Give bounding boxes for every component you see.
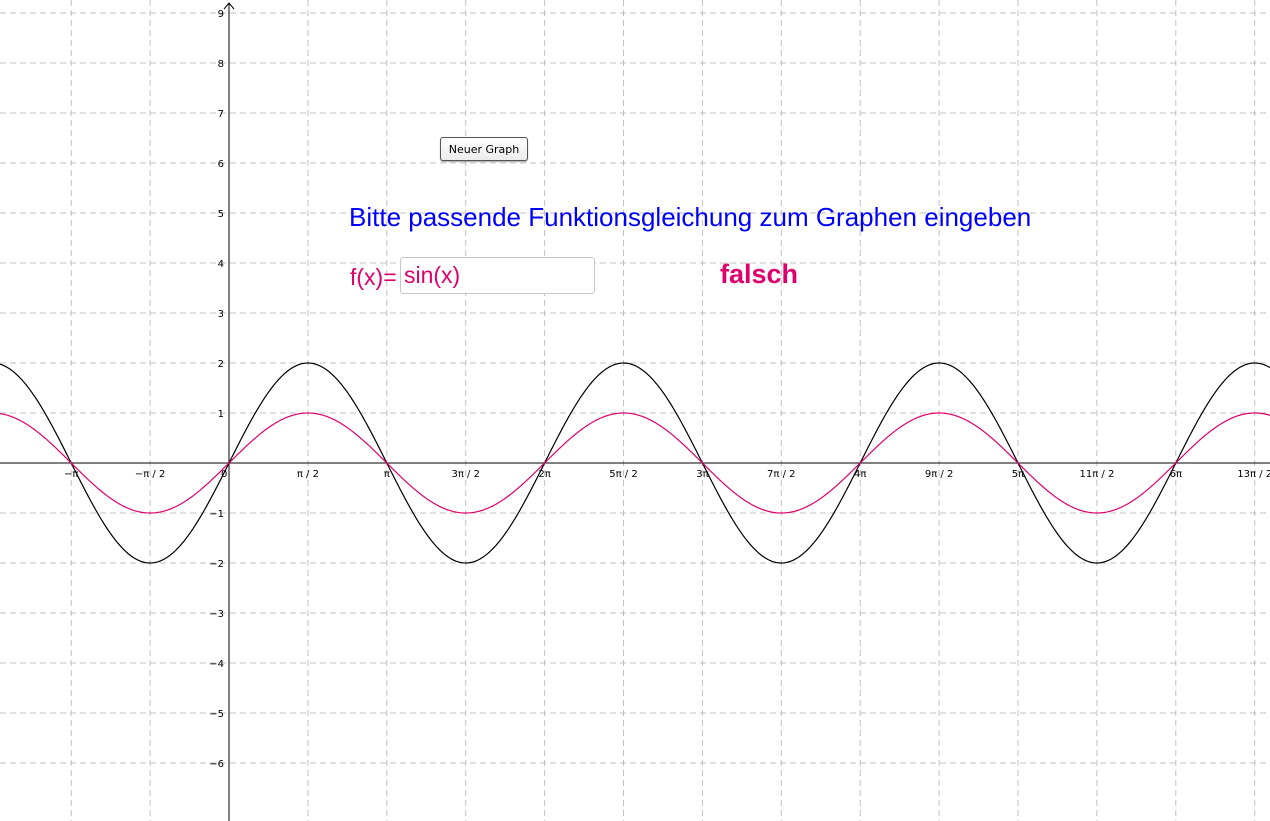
y-tick-label: −6 <box>209 759 224 770</box>
function-prefix-label: f(x)= <box>350 264 397 290</box>
instruction-text: Bitte passende Funktionsgleichung zum Gr… <box>349 202 1032 232</box>
y-tick-label: 4 <box>218 259 224 270</box>
y-tick-label: 2 <box>218 359 224 370</box>
x-tick-label: π <box>384 469 390 480</box>
result-text: falsch <box>720 259 799 289</box>
y-tick-label: 7 <box>218 109 224 120</box>
y-tick-label: 5 <box>218 209 224 220</box>
x-tick-label: 9π / 2 <box>925 469 953 480</box>
function-input[interactable] <box>400 257 595 294</box>
x-tick-label: 5π / 2 <box>609 469 637 480</box>
neuer-graph-button[interactable]: Neuer Graph <box>440 137 528 161</box>
curve-target <box>0 362 1270 564</box>
x-tick-label: 5π <box>1012 469 1024 480</box>
curve-input <box>0 412 1270 514</box>
y-tick-label: 3 <box>218 309 224 320</box>
x-tick-label: 3π / 2 <box>451 469 479 480</box>
tick-labels: −π −π / 2 0 π / 2 π 3π / 2 2π 5π / 2 3π 7π / 2 4π 9… <box>64 9 1270 770</box>
x-tick-label: 13π / 2 <box>1237 469 1270 480</box>
curves <box>0 362 1270 564</box>
y-tick-label: −4 <box>209 659 224 670</box>
y-tick-label: −3 <box>209 609 224 620</box>
x-tick-label: 4π <box>854 469 866 480</box>
x-tick-label: π / 2 <box>297 469 319 480</box>
y-tick-label: −1 <box>209 509 224 520</box>
y-tick-label: 6 <box>218 159 224 170</box>
y-tick-label: 8 <box>218 59 224 70</box>
y-tick-label: −2 <box>209 559 224 570</box>
x-tick-label: −π / 2 <box>135 469 166 480</box>
y-tick-label: 9 <box>218 9 224 20</box>
x-tick-label: 3π <box>696 469 708 480</box>
x-tick-label: 11π / 2 <box>1079 469 1114 480</box>
x-tick-label: 6π <box>1170 469 1182 480</box>
x-tick-label: 0 <box>221 469 227 480</box>
x-tick-label: 7π / 2 <box>767 469 795 480</box>
y-axis-arrow-icon <box>223 2 235 10</box>
y-tick-label: 1 <box>218 409 224 420</box>
y-tick-label: −5 <box>209 709 224 720</box>
x-tick-label: 2π <box>538 469 550 480</box>
x-tick-label: −π <box>64 469 78 480</box>
